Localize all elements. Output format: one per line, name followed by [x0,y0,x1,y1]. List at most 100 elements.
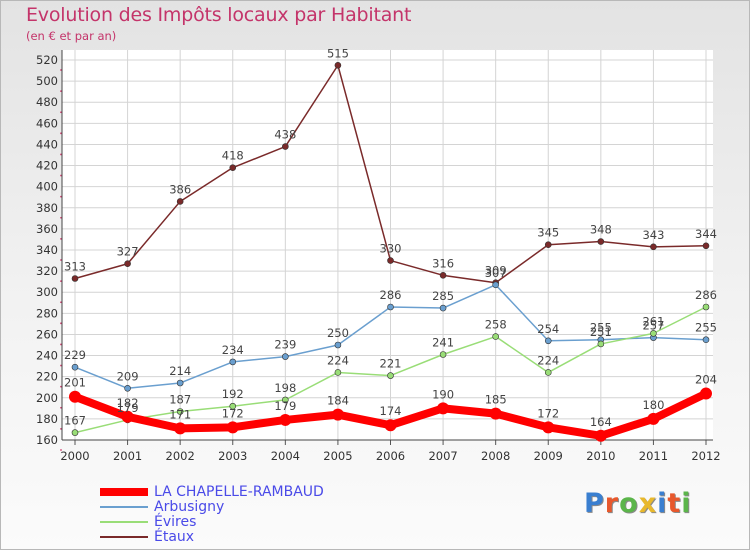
data-label: 343 [642,228,664,242]
y-tick-label: 340 [36,243,58,257]
data-label: 167 [64,414,86,428]
data-label: 224 [327,353,349,367]
data-point [334,61,342,69]
data-label: 239 [274,338,296,352]
proxiti-logo: Proxiti [584,488,692,519]
data-point [542,421,555,434]
x-tick-label: 2003 [218,449,247,463]
data-label: 438 [274,128,296,142]
data-point [124,384,131,392]
data-point [702,336,710,344]
axis-dot [60,406,62,409]
y-tick-label: 320 [36,264,58,278]
chart-subtitle: (en € et par an) [26,29,117,43]
data-point [597,238,605,245]
data-point [594,429,607,442]
data-label: 330 [380,242,402,256]
x-tick-label: 2002 [166,449,195,463]
x-tick-label: 2011 [639,449,668,463]
y-tick-label: 480 [36,95,58,109]
data-point [229,402,237,410]
data-label: 221 [380,357,402,371]
data-point [544,369,552,376]
y-tick-label: 520 [36,53,58,67]
data-label: 348 [590,223,612,237]
data-label: 261 [642,314,664,328]
data-point [439,351,447,358]
data-label: 201 [64,376,86,390]
axis-dot [60,449,62,451]
x-tick-label: 2012 [691,449,720,463]
data-label: 418 [222,149,244,163]
data-point [702,303,710,311]
data-label: 184 [327,394,349,408]
data-label: 255 [695,321,717,335]
data-point [334,341,342,349]
legend-swatch [100,506,148,508]
data-point [492,333,499,340]
data-point [544,337,552,345]
y-tick-label: 300 [36,285,58,299]
data-label: 204 [695,373,717,387]
data-label: 192 [222,387,244,401]
data-point [174,422,187,435]
y-tick-label: 460 [36,116,58,130]
legend-swatch [100,488,148,496]
axis-dot [60,216,62,219]
data-point [650,243,657,251]
x-tick-label: 2008 [481,449,510,463]
data-label: 172 [537,406,559,420]
data-point [121,410,134,423]
data-label: 257 [642,319,664,333]
data-point [71,275,79,282]
data-label: 316 [432,256,454,270]
data-label: 254 [537,322,559,336]
data-label: 214 [169,364,191,378]
data-label: 327 [117,245,139,259]
data-point [387,257,394,264]
data-label: 174 [380,404,402,418]
legend-label: Étaux [154,529,195,545]
y-tick-label: 240 [36,349,58,363]
axis-dot [60,195,62,198]
data-point [387,303,394,311]
data-label: 229 [64,348,86,362]
data-label: 285 [432,289,454,303]
x-tick-label: 2004 [271,449,300,463]
data-label: 515 [327,46,349,60]
x-tick-label: 2005 [323,449,352,463]
data-label: 250 [327,326,349,340]
data-point [282,143,289,150]
data-point [282,353,289,360]
y-tick-label: 400 [36,180,58,194]
data-point [334,369,342,376]
data-point [69,390,81,403]
data-label: 345 [537,226,559,240]
data-point [279,413,292,426]
axis-dot [60,111,62,114]
data-point [229,358,237,366]
data-point [282,396,289,404]
legend-label: Arbusigny [154,499,225,515]
axis-dot [60,69,62,71]
x-tick-label: 2001 [113,449,142,463]
data-point [702,242,710,250]
data-point [226,421,239,434]
data-point [176,198,184,205]
axis-dot [60,280,62,283]
axis-dot [60,364,62,367]
chart-title: Evolution des Impôts locaux par Habitant [26,4,412,26]
x-tick-label: 2000 [60,449,89,463]
data-label: 180 [642,398,664,412]
axis-dot [60,322,62,325]
data-label: 309 [485,264,507,278]
data-point [71,429,79,436]
axis-dot [60,427,62,430]
data-point [229,164,237,171]
data-point [331,408,344,421]
y-tick-label: 440 [36,137,58,151]
data-label: 344 [695,227,717,241]
data-point [439,304,447,312]
data-point [647,412,660,425]
y-tick-label: 500 [36,74,58,88]
